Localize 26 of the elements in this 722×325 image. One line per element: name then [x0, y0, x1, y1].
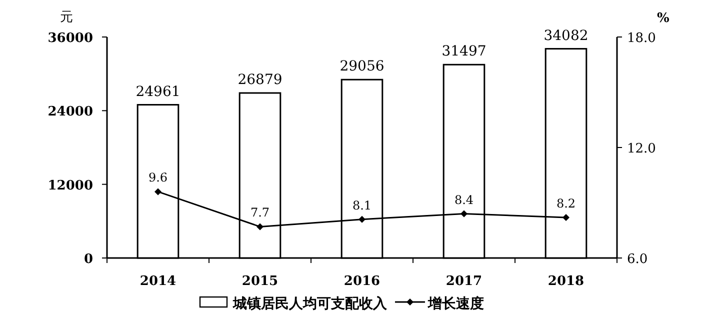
ytick: 36000 — [48, 31, 93, 46]
data-label: 8.4 — [454, 192, 474, 207]
xtick: 2014 — [140, 274, 176, 289]
ytick: 12000 — [48, 178, 93, 194]
y2tick: 18.0 — [627, 31, 656, 46]
data-label: 8.1 — [352, 198, 372, 212]
y2tick: 12.0 — [627, 142, 656, 156]
data-label: 9.6 — [148, 170, 168, 185]
xtick: 2018 — [548, 274, 584, 289]
xtick: 2016 — [344, 274, 380, 289]
data-label: 24961 — [136, 84, 180, 100]
ytick: 24000 — [48, 104, 93, 120]
y2tick: 6.0 — [627, 252, 648, 267]
xtick: 2017 — [446, 274, 482, 289]
data-label: 34082 — [544, 28, 588, 44]
ylabel: 元 — [60, 10, 73, 25]
data-label: 31497 — [442, 44, 486, 60]
legend-label: 增长速度 — [428, 296, 484, 312]
xtick: 2015 — [242, 274, 278, 289]
data-label: 26879 — [238, 72, 282, 88]
data-label: 8.2 — [556, 196, 576, 210]
data-label: 7.7 — [250, 206, 270, 220]
data-label: 29056 — [340, 58, 384, 75]
y2label: % — [657, 11, 670, 26]
ytick: 0 — [84, 252, 93, 267]
legend-label: 城镇居民人均可支配收入 — [233, 296, 387, 312]
